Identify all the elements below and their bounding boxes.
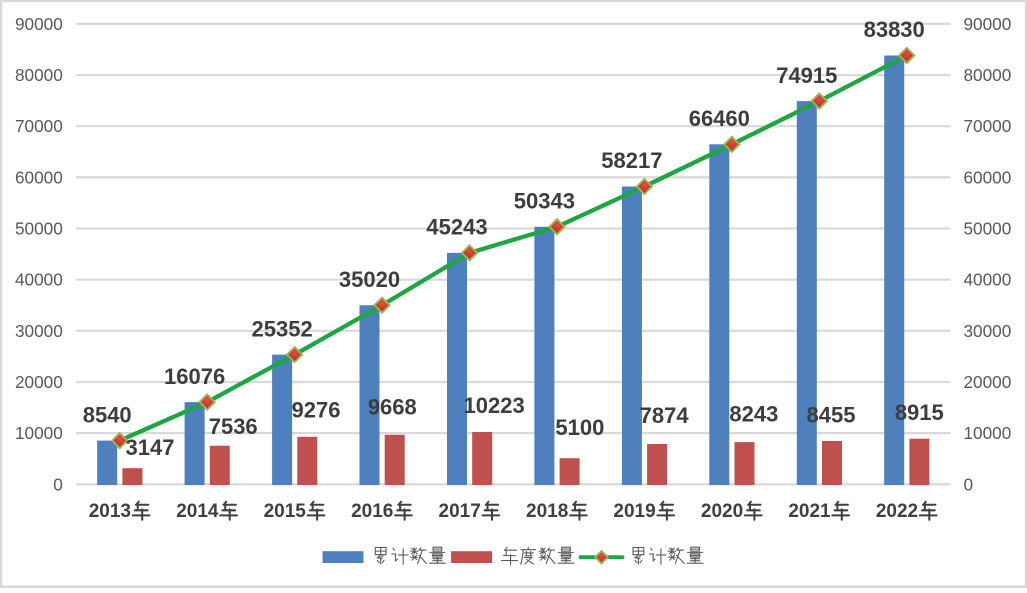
svg-text:30000: 30000 xyxy=(15,321,63,341)
svg-text:50343: 50343 xyxy=(514,189,575,214)
svg-text:3147: 3147 xyxy=(126,435,175,460)
svg-text:90000: 90000 xyxy=(964,14,1012,34)
svg-text:60000: 60000 xyxy=(964,167,1012,187)
svg-text:2013: 2013 xyxy=(89,501,131,522)
svg-text:80000: 80000 xyxy=(964,65,1012,85)
svg-text:25352: 25352 xyxy=(252,316,313,341)
svg-text:50000: 50000 xyxy=(15,219,63,239)
svg-text:8540: 8540 xyxy=(83,402,132,427)
svg-text:83830: 83830 xyxy=(864,17,925,42)
svg-text:7536: 7536 xyxy=(209,414,258,439)
svg-text:66460: 66460 xyxy=(689,106,750,131)
svg-text:60000: 60000 xyxy=(15,167,63,187)
svg-text:7874: 7874 xyxy=(640,403,690,428)
svg-text:30000: 30000 xyxy=(964,321,1012,341)
svg-text:20000: 20000 xyxy=(964,372,1012,392)
svg-text:90000: 90000 xyxy=(15,14,63,34)
svg-text:10000: 10000 xyxy=(15,423,63,443)
svg-text:70000: 70000 xyxy=(15,116,63,136)
svg-text:74915: 74915 xyxy=(776,63,837,88)
svg-text:40000: 40000 xyxy=(15,270,63,290)
svg-text:9668: 9668 xyxy=(368,394,417,419)
svg-text:2022: 2022 xyxy=(876,501,918,522)
svg-text:2020: 2020 xyxy=(701,501,743,522)
svg-text:58217: 58217 xyxy=(601,148,662,173)
svg-text:8915: 8915 xyxy=(895,400,944,425)
svg-text:2014: 2014 xyxy=(176,501,219,522)
svg-text:45243: 45243 xyxy=(426,215,487,240)
svg-text:2021: 2021 xyxy=(788,501,831,522)
svg-text:10223: 10223 xyxy=(464,393,525,418)
svg-text:20000: 20000 xyxy=(15,372,63,392)
svg-text:2019: 2019 xyxy=(613,501,655,522)
svg-text:2016: 2016 xyxy=(351,501,393,522)
svg-text:70000: 70000 xyxy=(964,116,1012,136)
svg-text:5100: 5100 xyxy=(555,415,604,440)
svg-text:8243: 8243 xyxy=(729,402,778,427)
svg-text:0: 0 xyxy=(53,474,63,494)
svg-text:9276: 9276 xyxy=(292,398,341,423)
svg-text:2018: 2018 xyxy=(526,501,568,522)
svg-text:8455: 8455 xyxy=(807,402,856,427)
svg-text:10000: 10000 xyxy=(964,423,1012,443)
svg-text:50000: 50000 xyxy=(964,219,1012,239)
svg-text:16076: 16076 xyxy=(164,364,225,389)
svg-text:2015: 2015 xyxy=(264,501,307,522)
svg-text:0: 0 xyxy=(964,474,974,494)
svg-text:40000: 40000 xyxy=(964,270,1012,290)
svg-text:2017: 2017 xyxy=(439,501,481,522)
svg-text:80000: 80000 xyxy=(15,65,63,85)
svg-text:35020: 35020 xyxy=(339,267,400,292)
